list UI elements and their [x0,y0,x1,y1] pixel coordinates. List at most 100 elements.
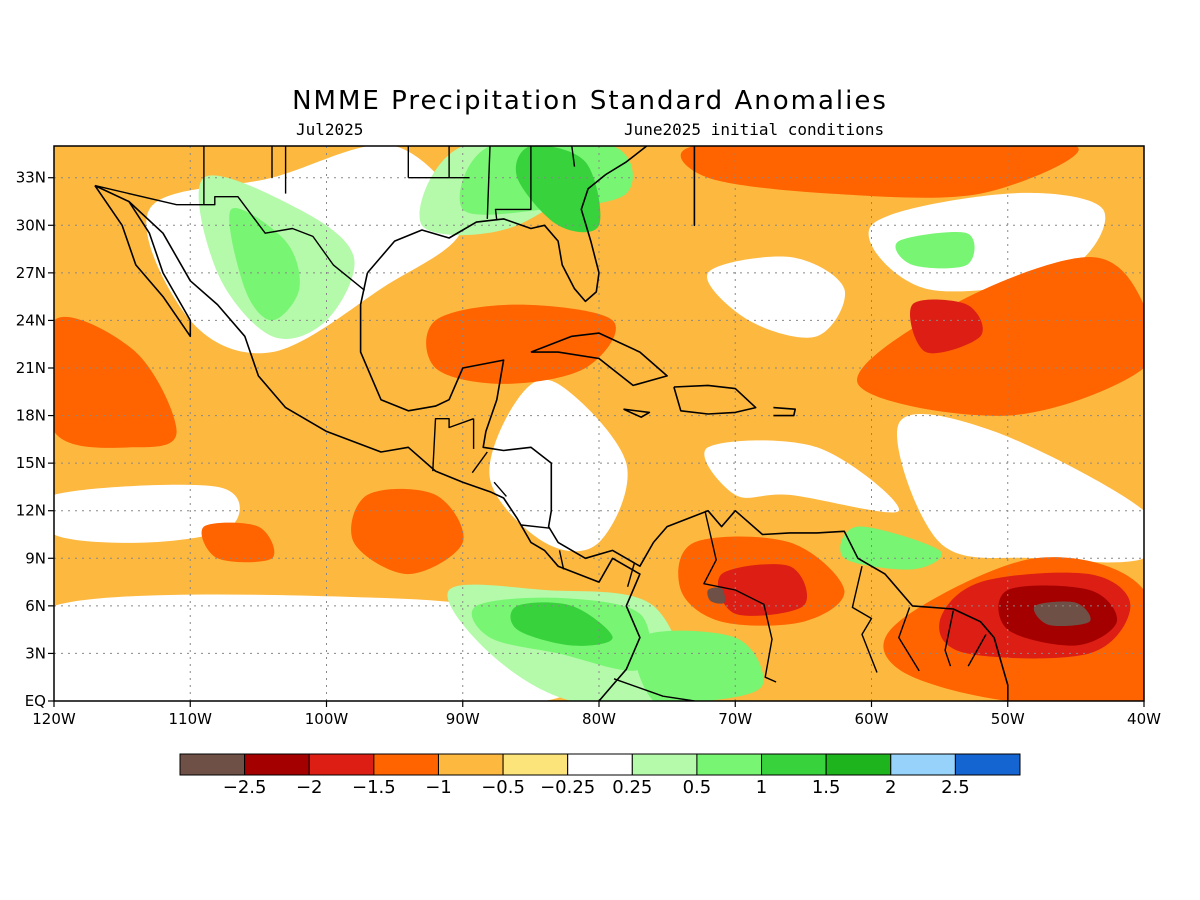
country-border [493,481,507,497]
lon-tick-label: 70W [718,710,752,728]
valid-month-label: Jul2025 [296,120,364,139]
country-border [613,678,695,701]
colorbar-swatch [567,753,633,776]
colorbar-label: 0.25 [612,777,652,798]
colorbar-swatch [890,753,956,776]
anomaly-region-neg_1 [426,304,616,384]
colorbar-label: −0.25 [540,777,595,798]
lon-tick-label: 60W [855,710,889,728]
colorbar-swatch [631,753,698,776]
colorbar-label: −1.5 [352,777,396,798]
colorbar-label: 1.5 [812,777,841,798]
colorbar-label: 2 [885,777,896,798]
anomaly-region-neg_0.25 [704,440,900,513]
anomaly-region-neg_0.25 [54,594,578,701]
country-border [626,562,636,587]
anomaly-region-pos_0.5 [229,207,300,321]
lat-tick-label: EQ [25,692,46,710]
anomaly-region-neg_1.5 [910,299,983,354]
lat-tick-label: 3N [25,644,46,662]
anomaly-region-neg_0.25 [489,379,628,552]
colorbar-label: −2.5 [223,777,267,798]
lat-tick-label: 33N [16,169,46,187]
anomaly-region-neg_1 [857,257,1144,416]
anomaly-region-neg_2.5 [1033,601,1091,627]
country-border [944,610,954,667]
lat-tick-label: 15N [16,454,46,472]
colorbar-label: 1 [756,777,767,798]
country-border [898,607,920,672]
lon-tick-label: 90W [446,710,480,728]
colorbar-label: −0.5 [481,777,525,798]
country-border [486,146,491,219]
anomaly-field [54,146,1144,701]
anomaly-region-neg_0.25 [707,256,846,338]
lat-tick-label: 21N [16,359,46,377]
anomaly-region-pos_0.5 [895,232,975,269]
country-border [471,451,488,474]
colorbar-swatch [502,753,569,776]
country-border [432,418,474,472]
colorbar-swatch [954,753,1021,776]
coastline [673,384,757,415]
anomaly-region-neg_1.5 [717,564,808,616]
coastline [773,406,797,417]
country-border [494,146,532,221]
lon-tick-label: 40W [1127,710,1161,728]
anomaly-region-neg_0.25 [897,414,1144,563]
colorbar-label: −1 [425,777,452,798]
colorbar-label: −2 [296,777,323,798]
coastline [359,272,1009,701]
colorbar: −2.5 −2 −1.5 −1 −0.5 −0.25 0.25 0.5 1 1.5 2 2.5 [179,753,1021,798]
country-border [94,184,366,291]
lon-tick-label: 50W [991,710,1025,728]
country-border [571,146,576,167]
anomaly-region-neg_1 [351,488,464,575]
colorbar-label: 0.5 [683,777,712,798]
map-title: NMME Precipitation Standard Anomalies [292,86,888,116]
anomaly-region-pos_1 [510,602,613,646]
lat-tick-label: 18N [16,407,46,425]
country-border [967,634,987,667]
colorbar-swatch [373,753,439,776]
country-border [558,550,565,570]
coastlines-borders [94,146,1009,701]
country-border [703,512,777,683]
anomaly-region-pos_0.5 [634,630,764,701]
colorbar-swatch [761,753,827,776]
coastline [530,332,668,387]
axis-ticks: 120W 110W 100W 90W 80W 70W 60W 50W 40W EQ 3N 6N 9N 12… [16,169,1161,728]
lat-tick-label: 24N [16,311,46,329]
lon-tick-label: 110W [169,710,213,728]
lat-tick-label: 6N [25,597,46,615]
coastline [94,184,192,338]
colorbar-swatch [437,753,504,776]
colorbar-swatch [696,753,763,776]
colorbar-swatch [825,753,892,776]
colorbar-swatch [244,753,310,776]
anomaly-region-neg_2.5 [707,587,726,604]
colorbar-swatch [179,753,246,776]
anomaly-region-neg_1 [201,522,275,563]
colorbar-label: 2.5 [941,777,970,798]
initial-conditions-label: June2025 initial conditions [624,120,885,139]
anomaly-region-neg_0.25 [54,484,240,543]
coastline [366,146,648,303]
anomaly-region-pos_0.5 [840,526,942,570]
coastline [128,200,641,701]
lon-tick-label: 100W [305,710,349,728]
anomaly-region-pos_1 [515,146,601,233]
graticule [54,146,1144,701]
country-border [851,566,878,673]
lat-tick-label: 30N [16,216,46,234]
anomaly-region-neg_1 [680,146,1079,198]
lon-tick-label: 120W [32,710,76,728]
coastline [623,408,651,419]
lat-tick-label: 9N [25,549,46,567]
lat-tick-label: 12N [16,502,46,520]
colorbar-swatch [308,753,375,776]
lat-tick-label: 27N [16,264,46,282]
country-border [521,524,551,529]
lon-tick-label: 80W [582,710,616,728]
